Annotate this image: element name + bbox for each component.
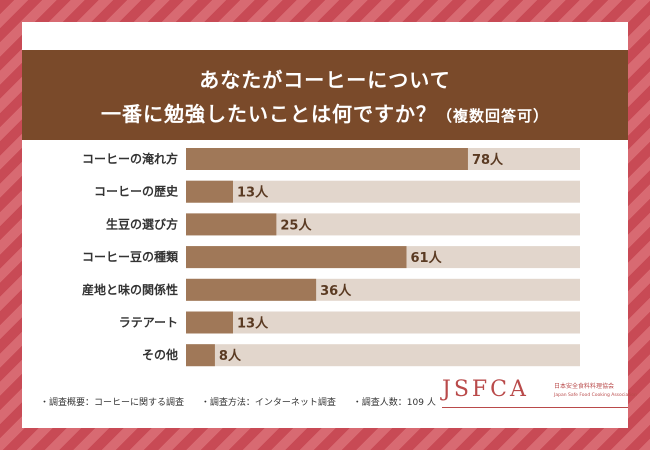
survey-footer: ・調査概要：コーヒーに関する調査 ・調査方法：インターネット調査 ・調査人数：1…: [40, 395, 450, 408]
logo-japanese-name: 日本安全食料料理協会: [554, 383, 615, 390]
jsfca-logo: JSFCA 日本安全食料料理協会 Japan Safe Food Cooking…: [442, 377, 637, 408]
logo-underline: [442, 407, 628, 408]
bar-track: [186, 311, 580, 334]
bar-4: [186, 278, 317, 301]
value-label: 13人: [237, 185, 269, 201]
value-label: 25人: [280, 217, 312, 233]
bar-track: [186, 344, 580, 367]
survey-overview: ・調査概要：コーヒーに関する調査: [40, 398, 185, 408]
bar-1: [186, 180, 233, 203]
title-line-2: 一番に勉強したいことは何ですか？（複数回答可）: [22, 98, 628, 127]
logo-english-name: Japan Safe Food Cooking Association: [554, 393, 637, 398]
bar-5: [186, 311, 233, 334]
card: あなたがコーヒーについて 一番に勉強したいことは何ですか？（複数回答可） コーヒ…: [22, 22, 637, 428]
survey-method: ・調査方法：インターネット調査: [200, 398, 336, 408]
bar-6: [186, 344, 215, 367]
category-label: コーヒーの歴史: [94, 184, 179, 199]
bar-track: [186, 180, 580, 203]
category-label: 産地と味の関係性: [82, 282, 178, 297]
title-note: （複数回答可）: [436, 107, 549, 125]
bar-2: [186, 213, 277, 236]
category-label: コーヒー豆の種類: [82, 249, 179, 264]
title-question: 一番に勉強したいことは何ですか？: [100, 102, 437, 126]
title-line-1: あなたがコーヒーについて: [199, 68, 451, 92]
survey-count: ・調査人数：109 人: [352, 398, 436, 408]
value-label: 36人: [320, 283, 352, 299]
bar-track: [186, 213, 580, 236]
logo-wordmark: JSFCA: [442, 377, 529, 402]
category-label: ラテアート: [119, 316, 178, 330]
category-label: 生豆の選び方: [106, 216, 178, 231]
bar-3: [186, 246, 407, 269]
value-label: 61人: [410, 250, 442, 266]
bar-0: [186, 148, 468, 170]
value-label: 78人: [472, 152, 504, 168]
value-label: 8人: [219, 348, 242, 364]
title-banner: あなたがコーヒーについて 一番に勉強したいことは何ですか？（複数回答可）: [22, 50, 628, 140]
value-label: 13人: [237, 316, 269, 332]
category-label: その他: [142, 347, 178, 362]
category-label: コーヒーの淹れ方: [82, 151, 178, 166]
